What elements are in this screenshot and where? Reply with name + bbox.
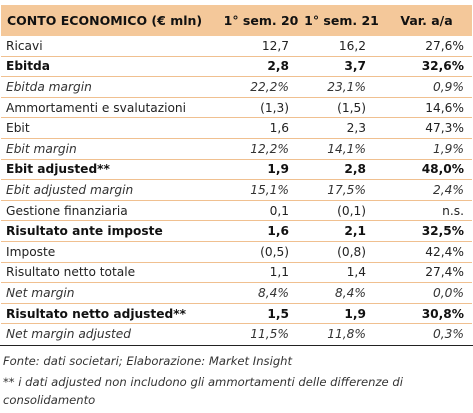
source-note: Fonte: dati societari; Elaborazione: Mar… — [3, 354, 293, 368]
footer-divider — [0, 345, 473, 346]
value-h1-2020: 1,5 — [220, 303, 302, 325]
row-label: Ebitda margin — [1, 76, 220, 98]
column-header-title: CONTO ECONOMICO (€ mln) — [1, 5, 220, 36]
column-header-yoy-change: Var. a/a — [381, 5, 472, 36]
value-h1-2021: 1,9 — [302, 303, 381, 325]
table-row: Ebit 1,6 2,3 47,3% — [1, 117, 472, 139]
value-yoy-change: 42,4% — [381, 241, 472, 263]
value-h1-2020: (0,5) — [220, 241, 302, 263]
table-row: Ricavi 12,7 16,2 27,6% — [1, 36, 472, 57]
table-row: Risultato netto totale 1,1 1,4 27,4% — [1, 262, 472, 284]
value-h1-2021: 17,5% — [302, 179, 381, 201]
value-yoy-change: 32,6% — [381, 56, 472, 78]
value-yoy-change: 0,3% — [433, 327, 464, 342]
row-label: Risultato ante imposte — [1, 220, 220, 242]
value-h1-2020: 11,5% — [250, 327, 289, 342]
table-row: Risultato netto adjusted** 1,5 1,9 30,8% — [1, 303, 472, 325]
row-label: Ebit — [1, 117, 220, 139]
value-yoy-change: 2,4% — [381, 179, 472, 201]
table-row: Net margin 8,4% 8,4% 0,0% — [1, 282, 472, 304]
value-h1-2020: (1,3) — [220, 97, 302, 119]
value-h1-2021: 1,4 — [302, 262, 381, 284]
value-h1-2021: (0,8) — [302, 241, 381, 263]
row-label: Ebit adjusted margin — [1, 179, 220, 201]
row-label: Ammortamenti e svalutazioni — [1, 97, 220, 119]
value-h1-2021: 23,1% — [302, 76, 381, 98]
column-header-h1-2020: 1° sem. 20 — [220, 5, 302, 36]
row-label: Ebitda — [1, 56, 220, 78]
value-h1-2021: 8,4% — [302, 282, 381, 304]
value-h1-2020: 12,2% — [220, 138, 302, 160]
value-yoy-change: n.s. — [381, 200, 472, 222]
value-h1-2021: 2,3 — [302, 117, 381, 139]
value-h1-2021: 2,8 — [302, 159, 381, 181]
value-yoy-change: 27,6% — [381, 36, 472, 57]
table-row: Ebit adjusted** 1,9 2,8 48,0% — [1, 159, 472, 181]
value-h1-2021: (1,5) — [302, 97, 381, 119]
table-row: Ebit margin 12,2% 14,1% 1,9% — [1, 138, 472, 160]
table-row: Gestione finanziaria 0,1 (0,1) n.s. — [1, 200, 472, 222]
value-h1-2020: 12,7 — [220, 36, 302, 57]
row-label: Imposte — [1, 241, 220, 263]
value-h1-2021: 11,8% — [327, 327, 366, 342]
column-header-h1-2021: 1° sem. 21 — [302, 5, 381, 36]
value-h1-2021: (0,1) — [302, 200, 381, 222]
value-yoy-change: 30,8% — [381, 303, 472, 325]
row-label: Risultato netto totale — [1, 262, 220, 284]
table-row: Risultato ante imposte 1,6 2,1 32,5% — [1, 220, 472, 242]
table-row: Ebitda margin 22,2% 23,1% 0,9% — [1, 76, 472, 98]
value-yoy-change: 14,6% — [381, 97, 472, 119]
row-label: Net margin — [1, 282, 220, 304]
row-label: Ebit adjusted** — [1, 159, 220, 181]
row-label: Ricavi — [1, 36, 220, 57]
value-h1-2020: 0,1 — [220, 200, 302, 222]
row-label: Risultato netto adjusted** — [1, 303, 220, 325]
row-label: Ebit margin — [1, 138, 220, 160]
value-h1-2021: 2,1 — [302, 220, 381, 242]
table-row: Ebit adjusted margin 15,1% 17,5% 2,4% — [1, 179, 472, 201]
value-h1-2020: 2,8 — [220, 56, 302, 78]
table-row: Ammortamenti e svalutazioni (1,3) (1,5) 14,… — [1, 97, 472, 119]
table-row: Net margin adjusted 11,5% 11,8% 0,3% — [1, 324, 472, 344]
value-h1-2020: 1,6 — [220, 220, 302, 242]
table-row: Ebitda 2,8 3,7 32,6% — [1, 56, 472, 78]
value-h1-2020: 15,1% — [220, 179, 302, 201]
value-h1-2020: 22,2% — [220, 76, 302, 98]
value-yoy-change: 0,0% — [381, 282, 472, 304]
value-yoy-change: 27,4% — [381, 262, 472, 284]
value-yoy-change: 48,0% — [381, 159, 472, 181]
value-h1-2021: 14,1% — [302, 138, 381, 160]
table-header-row: CONTO ECONOMICO (€ mln) 1° sem. 20 1° se… — [1, 5, 472, 36]
row-label: Net margin adjusted — [6, 327, 132, 342]
table-row: Imposte (0,5) (0,8) 42,4% — [1, 241, 472, 263]
value-yoy-change: 1,9% — [381, 138, 472, 160]
value-h1-2020: 1,1 — [220, 262, 302, 284]
value-yoy-change: 32,5% — [381, 220, 472, 242]
value-h1-2020: 1,6 — [220, 117, 302, 139]
value-h1-2021: 16,2 — [302, 36, 381, 57]
adjusted-footnote: ** i dati adjusted non includono gli amm… — [3, 375, 403, 407]
value-h1-2020: 1,9 — [220, 159, 302, 181]
row-label: Gestione finanziaria — [1, 200, 220, 222]
value-h1-2021: 3,7 — [302, 56, 381, 78]
value-yoy-change: 47,3% — [381, 117, 472, 139]
value-h1-2020: 8,4% — [220, 282, 302, 304]
value-yoy-change: 0,9% — [381, 76, 472, 98]
income-statement-table: CONTO ECONOMICO (€ mln) 1° sem. 20 1° se… — [1, 5, 472, 344]
